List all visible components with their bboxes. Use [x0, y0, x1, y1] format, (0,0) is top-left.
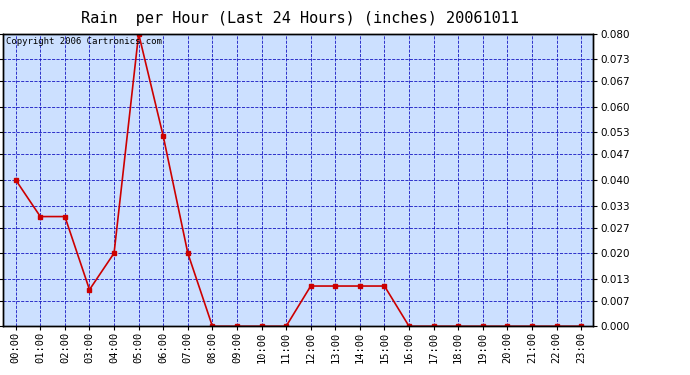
Text: Copyright 2006 Cartronics.com: Copyright 2006 Cartronics.com: [6, 37, 162, 46]
Text: Rain  per Hour (Last 24 Hours) (inches) 20061011: Rain per Hour (Last 24 Hours) (inches) 2…: [81, 11, 519, 26]
